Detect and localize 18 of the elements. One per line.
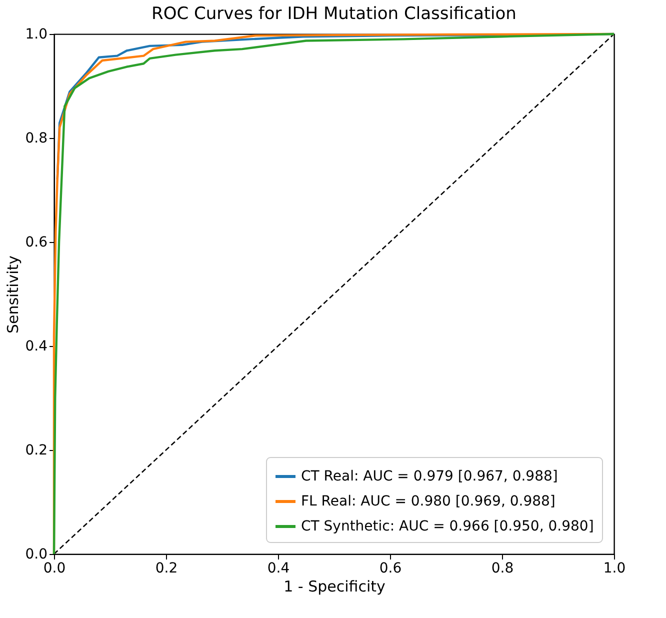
legend-label: FL Real: AUC = 0.980 [0.969, 0.988] (301, 494, 556, 510)
x-tick-label: 0.0 (43, 560, 66, 576)
y-axis-title: Sensitivity (4, 255, 22, 334)
x-axis-title: 1 - Specificity (284, 578, 386, 596)
x-tick-label: 0.6 (379, 560, 402, 576)
y-tick-label: 1.0 (25, 26, 48, 42)
x-tick-label: 1.0 (603, 560, 626, 576)
x-tick-label: 0.2 (155, 560, 178, 576)
y-tick-label: 0.8 (25, 130, 48, 146)
legend-label: CT Real: AUC = 0.979 [0.967, 0.988] (301, 468, 558, 484)
x-tick-label: 0.8 (491, 560, 514, 576)
y-tick-label: 0.4 (25, 338, 48, 354)
chart-title: ROC Curves for IDH Mutation Classification (152, 4, 516, 24)
x-tick-label: 0.4 (267, 560, 290, 576)
y-tick-label: 0.0 (25, 546, 48, 562)
y-tick-label: 0.2 (25, 442, 48, 458)
legend-label: CT Synthetic: AUC = 0.966 [0.950, 0.980] (301, 518, 594, 534)
y-tick-label: 0.6 (25, 234, 48, 250)
